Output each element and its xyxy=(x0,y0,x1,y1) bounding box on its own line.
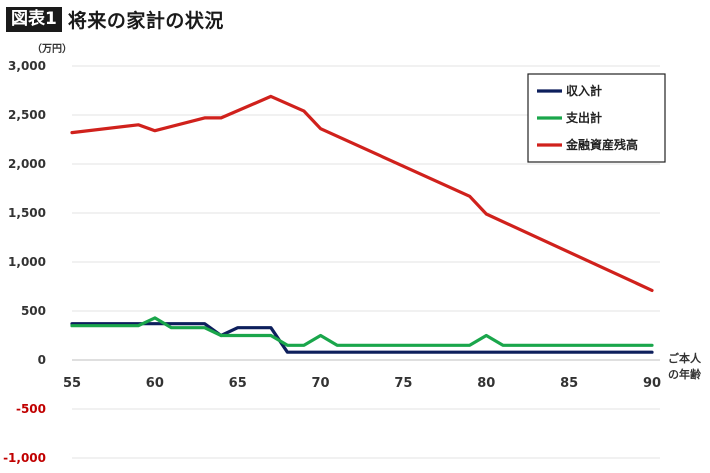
y-axis-unit: （万円） xyxy=(32,42,72,55)
x-tick-label: 55 xyxy=(63,376,81,391)
y-tick-label: 500 xyxy=(21,304,46,318)
x-axis-title-line2: の年齢 xyxy=(668,367,702,381)
series-line xyxy=(70,316,654,347)
y-tick-label: 1,000 xyxy=(8,255,46,269)
legend-label: 支出計 xyxy=(565,110,602,125)
x-tick-label: 60 xyxy=(146,376,164,391)
y-tick-label: 2,000 xyxy=(8,157,46,171)
x-axis-title-line1: ご本人 xyxy=(668,351,702,365)
x-tick-label: 80 xyxy=(477,376,495,391)
x-tick-label: 90 xyxy=(643,376,661,391)
y-tick-label: 2,500 xyxy=(8,108,46,122)
x-tick-label: 65 xyxy=(229,376,247,391)
x-tick-label: 70 xyxy=(312,376,330,391)
series-lines xyxy=(70,94,654,354)
x-tick-label: 85 xyxy=(560,376,578,391)
page-title: 将来の家計の状況 xyxy=(67,9,224,32)
chart-title-bar: 図表1 将来の家計の状況 xyxy=(6,6,224,32)
series-line xyxy=(70,94,654,292)
gridlines xyxy=(72,65,660,459)
y-tick-label: 3,000 xyxy=(8,59,46,73)
figure-badge: 図表1 xyxy=(6,6,62,32)
y-tick-label: -500 xyxy=(16,402,46,416)
y-tick-label: 0 xyxy=(38,353,46,367)
y-axis-ticks: 3,000 2,500 2,000 1,500 1,000 500 0 -500 -1,000 xyxy=(3,59,46,465)
series-line xyxy=(70,322,654,354)
x-axis-ticks: 55 60 65 70 75 80 85 90 xyxy=(63,376,661,391)
legend-label: 収入計 xyxy=(566,83,602,98)
y-tick-label: 1,500 xyxy=(8,206,46,220)
legend-label: 金融資産残高 xyxy=(565,137,638,152)
y-tick-label: -1,000 xyxy=(3,451,46,465)
x-tick-label: 75 xyxy=(394,376,412,391)
